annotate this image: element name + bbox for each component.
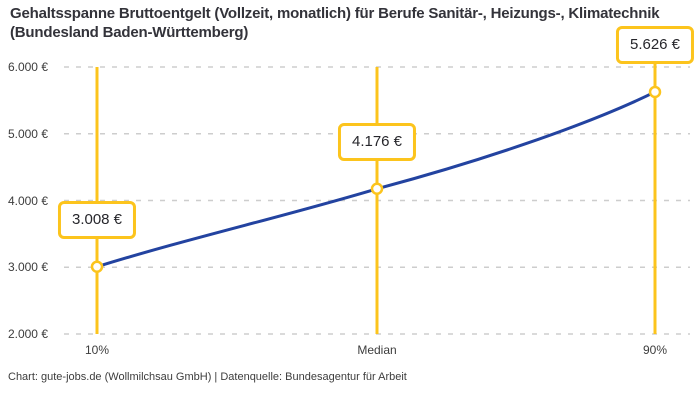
y-axis-tick-label: 4.000 €: [7, 193, 48, 208]
y-axis-tick-label: 5.000 €: [7, 126, 48, 141]
y-axis-tick-label: 6.000 €: [7, 60, 48, 74]
y-axis-tick-label: 2.000 €: [7, 327, 48, 341]
x-axis-tick-label: Median: [357, 343, 397, 357]
data-point-marker: [648, 85, 662, 99]
x-axis-tick-label: 90%: [642, 343, 668, 357]
value-label-badge: 3.008 €: [57, 200, 137, 239]
chart-attribution: Chart: gute-jobs.de (Wollmilchsau GmbH) …: [8, 371, 407, 383]
data-point-marker: [370, 182, 384, 196]
chart-title: Gehaltsspanne Bruttoentgelt (Vollzeit, m…: [10, 5, 660, 41]
x-axis-tick-label: 10%: [84, 343, 110, 357]
data-point-marker: [90, 260, 104, 273]
value-label-badge: 5.626 €: [615, 25, 695, 64]
y-axis-tick-label: 3.000 €: [7, 260, 48, 275]
value-label-badge: 4.176 €: [337, 122, 417, 161]
